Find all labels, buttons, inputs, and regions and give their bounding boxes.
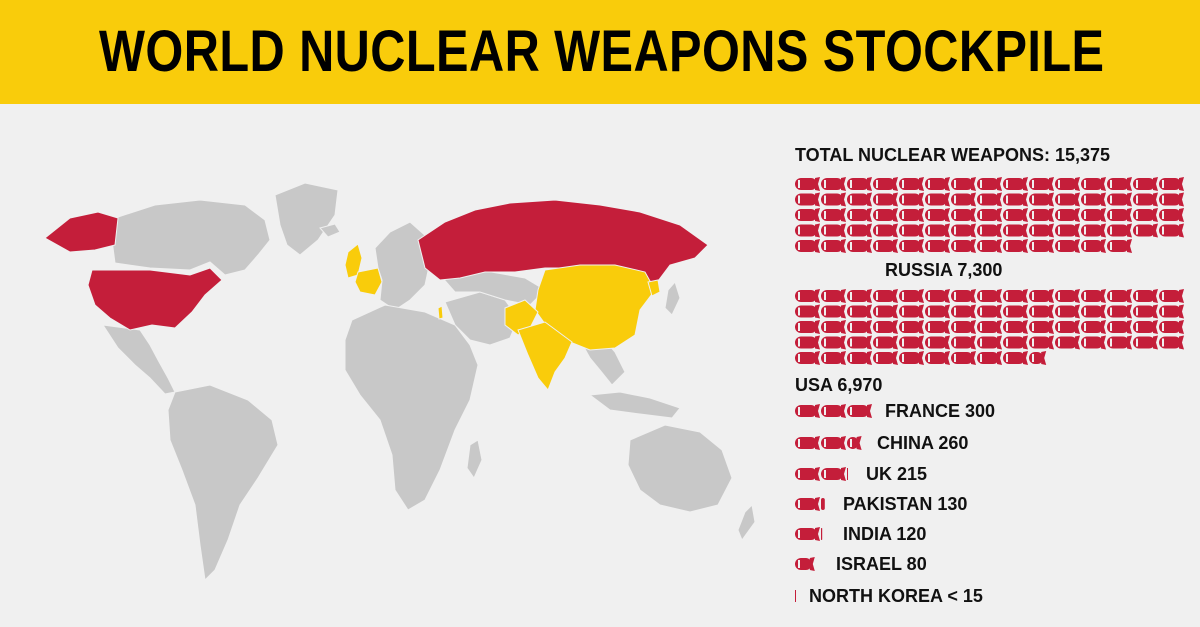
greenland-shape bbox=[274, 182, 339, 256]
bar-france bbox=[795, 404, 872, 418]
bar-label-israel: ISRAEL 80 bbox=[836, 554, 927, 574]
world-map bbox=[44, 182, 756, 582]
bar-north-korea bbox=[795, 590, 796, 602]
australia-shape bbox=[627, 424, 733, 513]
page-title: WORLD NUCLEAR WEAPONS STOCKPILE bbox=[99, 19, 1105, 84]
bar-label-india: INDIA 120 bbox=[843, 524, 927, 544]
bar-israel bbox=[795, 557, 815, 571]
bar-label-china: CHINA 260 bbox=[877, 433, 969, 453]
bar-india bbox=[795, 527, 823, 541]
bar-label-russia: RUSSIA 7,300 bbox=[885, 260, 1003, 280]
chart-title: TOTAL NUCLEAR WEAPONS: 15,375 bbox=[795, 145, 1111, 165]
indonesia-shape bbox=[588, 391, 681, 419]
bar-label-north-korea: NORTH KOREA < 15 bbox=[809, 586, 983, 606]
bar-label-pakistan: PAKISTAN 130 bbox=[843, 494, 968, 514]
header-bar: WORLD NUCLEAR WEAPONS STOCKPILE bbox=[0, 0, 1200, 104]
japan-shape bbox=[664, 280, 681, 316]
bar-russia bbox=[795, 177, 1184, 253]
usa-alaska-shape bbox=[44, 211, 119, 253]
canada-shape bbox=[111, 199, 271, 276]
bar-uk bbox=[795, 467, 848, 481]
bar-usa bbox=[795, 289, 1184, 365]
bar-label-usa: USA 6,970 bbox=[795, 375, 883, 395]
france-shape bbox=[354, 267, 383, 296]
africa-shape bbox=[344, 304, 479, 511]
bar-label-france: FRANCE 300 bbox=[885, 401, 996, 421]
usa-shape bbox=[87, 267, 223, 331]
india-shape bbox=[517, 321, 573, 391]
madagascar-shape bbox=[466, 439, 483, 480]
bar-pakistan bbox=[795, 497, 825, 511]
south-america-shape bbox=[167, 384, 279, 582]
bar-label-uk: UK 215 bbox=[866, 464, 928, 484]
iceland-shape bbox=[319, 223, 341, 238]
israel-shape bbox=[437, 305, 444, 320]
bar-china bbox=[795, 436, 862, 450]
new-zealand-shape bbox=[737, 503, 756, 542]
north-korea-shape bbox=[647, 279, 661, 297]
